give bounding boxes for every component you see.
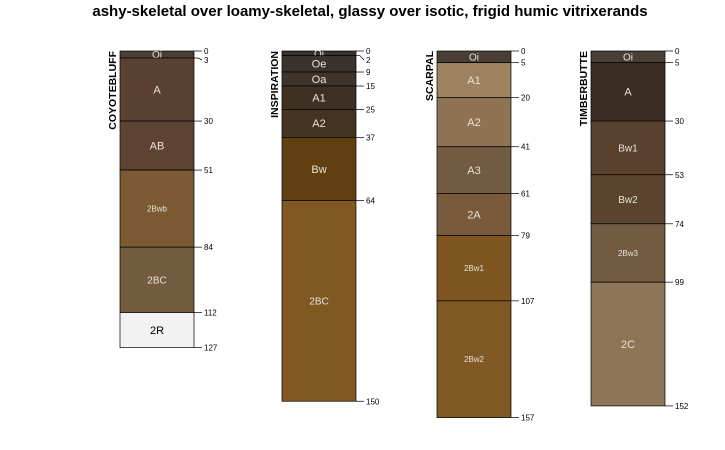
horizon-label: Oi: [623, 52, 633, 63]
horizon-label: 2Bw3: [618, 249, 639, 258]
depth-label: 127: [204, 344, 218, 353]
depth-tick: [356, 55, 365, 61]
horizon-2bc: [119, 246, 195, 313]
horizon-a: [119, 57, 195, 122]
horizon-2bc: [281, 200, 357, 402]
horizon-a1: [436, 62, 512, 99]
depth-label: 74: [675, 220, 684, 229]
horizon-2c: [590, 281, 666, 407]
horizon-label: Oi: [469, 52, 479, 63]
horizon-ab: [119, 120, 195, 171]
horizon-label: A: [153, 84, 161, 96]
depth-label: 79: [521, 231, 530, 240]
depth-label: 150: [366, 397, 380, 406]
depth-label: 30: [675, 117, 684, 126]
horizon-2r: [119, 312, 195, 348]
depth-label: 107: [521, 297, 535, 306]
horizon-label: A2: [312, 118, 325, 130]
horizon-label: AB: [150, 140, 165, 152]
depth-label: 157: [521, 414, 535, 423]
profile-coyotebluff: COYOTEBLUFF Oi A AB 2Bwb 2BC 2R 03 30 51 84 112 127: [107, 47, 218, 353]
depth-label: 51: [204, 166, 213, 175]
horizon-label: 2C: [621, 339, 635, 351]
horizon-label: 2Bw2: [464, 355, 485, 364]
depth-label: 30: [204, 117, 213, 126]
depth-label: 5: [675, 59, 680, 68]
horizon-2bw2: [436, 300, 512, 418]
horizon-label: A1: [467, 75, 480, 87]
depth-label: 64: [366, 196, 375, 205]
horizon-label: Oi: [152, 50, 162, 61]
horizon-label: A2: [467, 117, 480, 129]
depth-label: 37: [366, 133, 375, 142]
horizon-label: A3: [467, 165, 480, 177]
depth-label: 99: [675, 278, 684, 287]
profile-scarpal: SCARPAL Oi A1 A2 A3 2A 2Bw1 2Bw2 0 5 20 41 61 79 107 15…: [424, 47, 535, 423]
horizon-label: 2A: [467, 209, 481, 221]
horizon-bw1: [590, 120, 666, 176]
depth-tick: [194, 57, 203, 61]
horizon-2bw1: [436, 235, 512, 302]
profiles-group: COYOTEBLUFF OiAAB2Bwb2BC2R03305184112127I…: [107, 47, 689, 423]
depth-label: 53: [675, 171, 684, 180]
horizon-label: Oi: [314, 49, 324, 60]
depth-label: 0: [675, 47, 680, 56]
depth-label: 3: [204, 56, 209, 65]
horizon-bw2: [590, 174, 666, 225]
horizon-bw: [281, 137, 357, 201]
depth-label: 84: [204, 243, 213, 252]
horizon-label: Bw2: [618, 195, 638, 206]
depth-label: 61: [521, 189, 530, 198]
depth-label: 2: [366, 56, 371, 65]
horizon-label: 2Bwb: [147, 204, 168, 213]
horizon-label: Oa: [312, 74, 328, 86]
horizon-2bwb: [119, 169, 195, 248]
horizon-label: A1: [312, 93, 325, 105]
horizon-a: [590, 62, 666, 122]
horizon-label: Oe: [312, 59, 327, 71]
depth-label: 9: [366, 68, 371, 77]
depth-label: 112: [204, 309, 217, 318]
profile-timberbutte: TIMBERBUTTE Oi A Bw1 Bw2 2Bw3 2C 0 5 30 53 74 99 152: [578, 47, 689, 411]
horizon-label: 2BC: [309, 296, 328, 307]
horizon-label: 2BC: [147, 275, 166, 286]
depth-label: 0: [366, 47, 371, 56]
profile-name: TIMBERBUTTE: [578, 51, 590, 126]
profile-name: SCARPAL: [424, 50, 436, 101]
horizon-label: A: [624, 87, 632, 99]
horizon-label: Bw: [311, 164, 326, 176]
horizon-label: 2Bw1: [464, 264, 485, 273]
chart-title: ashy-skeletal over loamy-skeletal, glass…: [92, 3, 647, 20]
horizon-label: 2R: [150, 325, 164, 337]
depth-label: 0: [204, 47, 209, 56]
depth-label: 15: [366, 82, 375, 91]
horizon-a2: [436, 97, 512, 148]
depth-label: 41: [521, 143, 530, 152]
horizon-label: Bw1: [618, 143, 638, 154]
depth-label: 5: [521, 59, 526, 68]
horizon-2bw3: [590, 223, 666, 283]
depth-label: 25: [366, 105, 375, 114]
depth-label: 20: [521, 94, 530, 103]
horizon-2a: [436, 193, 512, 236]
horizon-a3: [436, 146, 512, 194]
depth-label: 152: [675, 402, 689, 411]
profile-name: INSPIRATION: [269, 51, 281, 118]
profile-name: COYOTEBLUFF: [107, 50, 119, 129]
depth-label: 0: [521, 47, 526, 56]
